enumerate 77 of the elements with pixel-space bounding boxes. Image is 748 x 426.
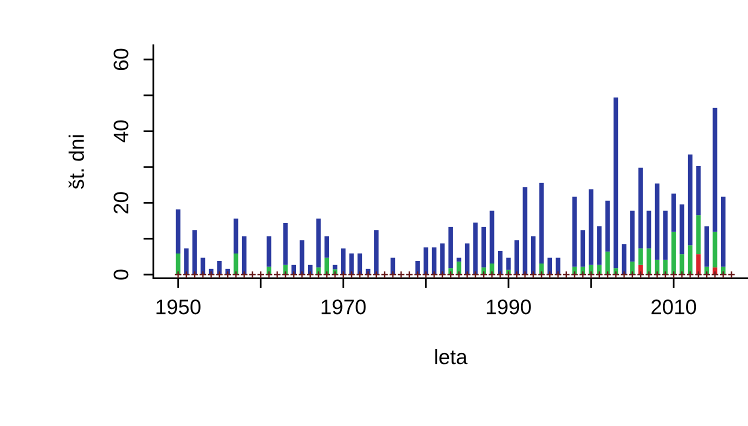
bar bbox=[539, 182, 544, 264]
bar bbox=[588, 189, 594, 265]
bar bbox=[638, 248, 643, 265]
bar bbox=[184, 248, 189, 275]
bar bbox=[358, 253, 362, 275]
x-tick-label: 1970 bbox=[322, 300, 366, 314]
bar bbox=[548, 258, 552, 275]
bar bbox=[283, 264, 288, 275]
bar bbox=[654, 184, 660, 260]
y-tick-label: 60 bbox=[114, 48, 128, 70]
bar bbox=[622, 244, 626, 275]
bar bbox=[605, 252, 610, 275]
bar bbox=[473, 222, 478, 275]
x-tick-label: 1950 bbox=[156, 300, 200, 314]
bar bbox=[556, 258, 560, 275]
bar bbox=[597, 226, 602, 265]
bar bbox=[192, 230, 197, 275]
y-tick-label: 20 bbox=[114, 192, 128, 214]
bar bbox=[341, 248, 346, 275]
bar bbox=[242, 236, 246, 275]
bar bbox=[234, 253, 238, 275]
bar bbox=[539, 263, 544, 275]
bar bbox=[638, 168, 643, 248]
bar bbox=[283, 222, 288, 265]
bar bbox=[514, 240, 520, 275]
bar bbox=[498, 250, 502, 275]
bar bbox=[300, 240, 304, 275]
bar bbox=[646, 248, 652, 275]
bar bbox=[324, 258, 330, 275]
x-tick-label: 1990 bbox=[486, 300, 531, 314]
bar bbox=[176, 253, 180, 275]
bar bbox=[696, 166, 701, 216]
bar bbox=[630, 210, 635, 262]
bar bbox=[374, 230, 379, 275]
bar bbox=[234, 218, 238, 254]
bar bbox=[671, 232, 676, 275]
bar bbox=[424, 247, 428, 275]
bar bbox=[712, 232, 718, 268]
bar bbox=[530, 236, 536, 275]
bar bbox=[720, 196, 726, 267]
bar bbox=[506, 258, 511, 270]
bar bbox=[688, 245, 692, 275]
bar bbox=[266, 236, 272, 267]
bar bbox=[696, 215, 701, 254]
bar bbox=[440, 243, 445, 275]
bar bbox=[456, 258, 462, 262]
bar bbox=[522, 187, 528, 275]
bar bbox=[432, 247, 436, 275]
x-tick-label: 2010 bbox=[652, 300, 696, 314]
y-tick-label: 0 bbox=[114, 270, 128, 280]
bar bbox=[704, 226, 709, 267]
bar bbox=[580, 230, 586, 267]
bar bbox=[481, 226, 486, 268]
y-tick-label: 40 bbox=[114, 120, 128, 142]
bar bbox=[680, 254, 684, 275]
bar bbox=[663, 210, 668, 260]
bar bbox=[605, 200, 610, 252]
bar bbox=[464, 243, 470, 275]
bar bbox=[349, 253, 354, 275]
y-axis-title: št. dni bbox=[68, 135, 84, 189]
bar bbox=[614, 97, 618, 268]
bar bbox=[671, 194, 676, 232]
bar bbox=[332, 264, 338, 270]
bar bbox=[490, 210, 494, 264]
bar bbox=[324, 236, 330, 258]
bar bbox=[316, 218, 321, 268]
bar bbox=[696, 254, 701, 275]
x-axis-title: leta bbox=[435, 348, 468, 364]
bar bbox=[646, 210, 652, 248]
bar bbox=[680, 204, 684, 254]
bar bbox=[390, 258, 396, 275]
bar bbox=[448, 226, 453, 268]
bar bbox=[712, 108, 718, 232]
bar bbox=[200, 258, 206, 275]
bar bbox=[688, 154, 692, 246]
bar bbox=[176, 209, 180, 254]
bar bbox=[572, 196, 577, 267]
